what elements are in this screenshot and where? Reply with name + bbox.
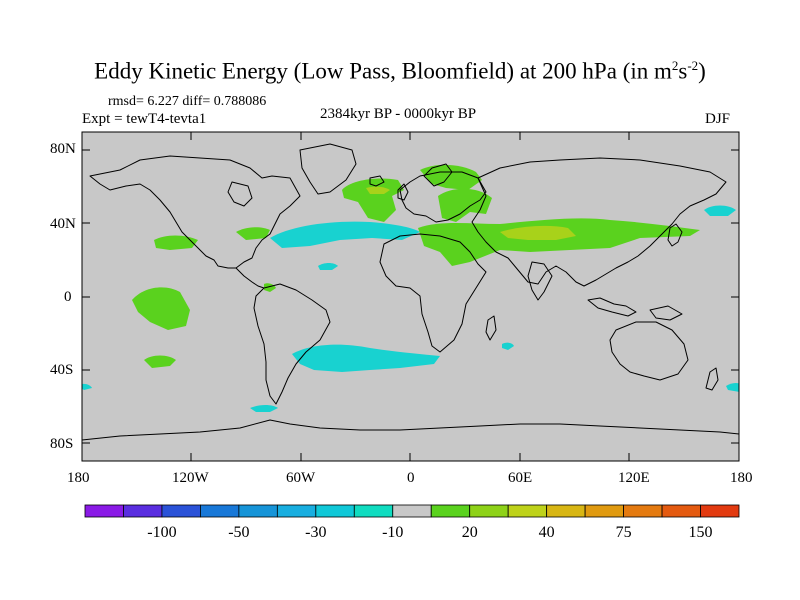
colorbar-swatch — [84, 504, 124, 518]
season-label: DJF — [705, 111, 731, 127]
negative-anomaly-region — [726, 383, 739, 392]
colorbar-label: 75 — [616, 524, 632, 541]
colorbar: -100 -50 -30 -10 20 40 75 150 — [84, 504, 740, 541]
colorbar-label: 40 — [539, 524, 555, 541]
colorbar-label: -100 — [147, 524, 176, 541]
lon-tick-label: 120E — [618, 470, 650, 486]
coastline-indonesia — [587, 297, 637, 317]
colorbar-swatch — [161, 504, 201, 518]
lat-tick-label: 40N — [50, 216, 76, 232]
lat-tick-label: 80S — [50, 436, 74, 452]
colorbar-swatch — [507, 504, 548, 518]
negative-anomaly-region — [250, 405, 278, 412]
coastline-europe — [399, 171, 487, 223]
colorbar-swatch — [392, 504, 432, 518]
colorbar-label: 150 — [689, 524, 713, 541]
coastline-asia — [471, 157, 727, 287]
plot-title: Eddy Kinetic Energy (Low Pass, Bloomfiel… — [94, 58, 706, 84]
colorbar-label: -30 — [305, 524, 326, 541]
coastline-africa — [379, 233, 487, 353]
lon-tick-label: 180 — [67, 470, 90, 486]
negative-anomaly-region — [292, 344, 440, 372]
colorbar-swatch — [584, 504, 624, 518]
coastline-hudson-bay — [227, 181, 253, 207]
strong-anomaly-core — [500, 225, 576, 240]
negative-anomaly-region — [318, 263, 338, 270]
colorbar-swatch — [238, 504, 278, 518]
strong-anomaly-core — [366, 186, 390, 194]
colorbar-swatch — [315, 504, 355, 518]
colorbar-swatch — [430, 504, 471, 518]
lon-tick-label: 60W — [286, 470, 316, 486]
coastline-antarctica — [82, 419, 739, 441]
coastline-iceland — [369, 175, 385, 187]
negative-anomaly-region — [270, 221, 420, 248]
positive-anomaly-region — [144, 355, 176, 368]
coastline-india — [527, 261, 553, 301]
coastlines — [82, 143, 739, 441]
colorbar-swatch — [353, 504, 394, 518]
colorbar-label: -50 — [228, 524, 249, 541]
positive-anomaly-region — [418, 218, 700, 266]
negative-anomaly-region — [502, 342, 514, 350]
coastline-new-zealand — [705, 367, 719, 391]
colorbar-swatch — [661, 504, 701, 518]
experiment-label: Expt = tewT4-tevta1 — [82, 111, 207, 127]
colorbar-swatch — [700, 504, 740, 518]
lat-tick-label: 80N — [50, 141, 76, 157]
positive-anomaly-region — [420, 164, 482, 190]
colorbar-label: -10 — [382, 524, 403, 541]
coastline-central-america — [235, 267, 265, 289]
axis-ticks — [82, 132, 739, 461]
lon-tick-label: 60E — [508, 470, 533, 486]
lat-tick-label: 40S — [50, 362, 74, 378]
colorbar-swatch — [200, 504, 240, 518]
lon-tick-label: 180 — [730, 470, 753, 486]
coastline-new-guinea — [649, 305, 683, 321]
coastline-japan — [667, 223, 683, 247]
colorbar-swatch — [546, 504, 586, 518]
coastline-madagascar — [485, 315, 497, 341]
stats-text: rmsd= 6.227 diff= 0.788086 — [108, 94, 267, 109]
colorbar-swatch — [623, 504, 663, 518]
coastline-uk — [397, 183, 409, 201]
period-label: 2384kyr BP - 0000kyr BP — [320, 106, 477, 122]
positive-anomaly-region — [236, 227, 270, 240]
positive-anomaly-region — [438, 188, 492, 222]
coastline-greenland — [299, 143, 357, 195]
colorbar-swatch — [276, 504, 317, 518]
colorbar-swatch — [123, 504, 163, 518]
positive-anomaly-region — [154, 235, 198, 250]
lat-tick-label: 0 — [64, 289, 72, 305]
positive-anomaly-region — [132, 287, 190, 330]
negative-anomaly-region — [704, 205, 736, 216]
map-background — [82, 132, 739, 461]
colorbar-swatch — [469, 504, 509, 518]
coastline-south-america — [253, 283, 331, 405]
coastline-north-america — [89, 155, 301, 269]
negative-anomaly-region — [82, 383, 92, 390]
lon-tick-label: 0 — [407, 470, 415, 486]
colorbar-label: 20 — [462, 524, 478, 541]
field-shading — [82, 143, 739, 441]
coastline-scandinavia — [423, 163, 453, 187]
lon-tick-label: 120W — [172, 470, 209, 486]
coastline-australia — [609, 321, 689, 381]
